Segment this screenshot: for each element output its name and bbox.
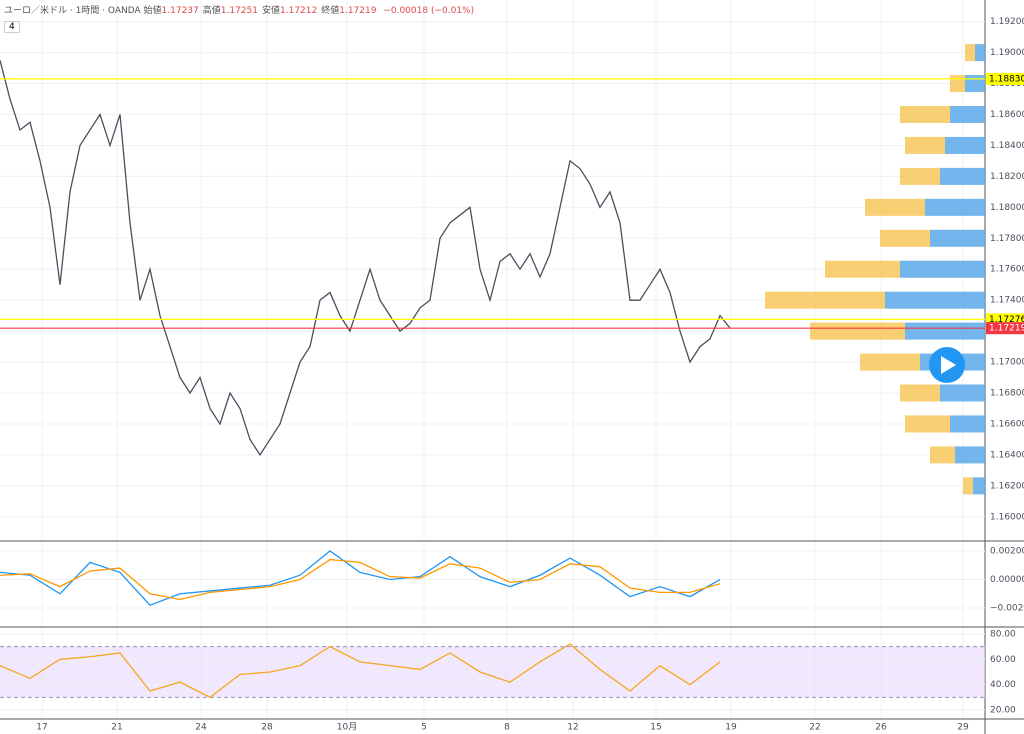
price-label: 1.17276 — [989, 315, 1024, 325]
header: ユーロ／米ドル · 1時間 · OANDA 始値1.17237 高値1.17251… — [4, 3, 478, 16]
volume-profile-down — [905, 136, 945, 154]
y-tick-label: 1.16400 — [990, 450, 1024, 460]
x-tick-label: 19 — [725, 723, 737, 733]
price-label-box — [986, 322, 1024, 335]
y-tick-label: 1.18400 — [990, 141, 1024, 151]
series-line — [0, 558, 721, 601]
volume-profile-down — [880, 229, 930, 247]
quote-value: 1.17212 — [280, 6, 318, 16]
y-tick-label: 40.00 — [990, 680, 1016, 690]
x-tick-label: 28 — [261, 723, 273, 733]
volume-profile-down — [860, 353, 920, 371]
volume-profile-up — [940, 384, 985, 402]
quote-label: 高値 — [202, 6, 221, 16]
y-tick-label: 1.17400 — [990, 296, 1024, 306]
x-tick-label: 21 — [111, 723, 122, 733]
indicator-toggle[interactable]: 4 — [4, 21, 20, 33]
y-tick-label: 0.00000 — [990, 575, 1024, 585]
y-tick-label: 1.16600 — [990, 419, 1024, 429]
y-tick-label: 1.17800 — [990, 234, 1024, 244]
volume-profile-up — [950, 105, 985, 123]
volume-profile-down — [865, 198, 925, 216]
x-tick-label: 17 — [36, 723, 47, 733]
volume-profile-up — [885, 291, 985, 309]
volume-profile-up — [955, 446, 985, 464]
x-tick-label: 12 — [567, 723, 578, 733]
volume-profile-down — [825, 260, 900, 278]
y-tick-label: 1.16800 — [990, 389, 1024, 399]
volume-profile-down — [900, 167, 940, 185]
x-tick-label: 15 — [650, 723, 661, 733]
series-line — [0, 643, 721, 699]
volume-profile-down — [950, 75, 965, 93]
y-tick-label: 1.19200 — [990, 17, 1024, 27]
y-tick-label: 1.18000 — [990, 203, 1024, 213]
volume-profile-up — [900, 260, 985, 278]
volume-profile-down — [963, 477, 973, 495]
y-tick-label: 20.00 — [990, 706, 1016, 716]
volume-profile-down — [905, 415, 950, 433]
quote-label: 終値 — [321, 6, 340, 16]
volume-profile-up — [973, 477, 985, 495]
quote-label: 安値 — [261, 6, 280, 16]
change: −0.00018 (−0.01%) — [383, 6, 475, 16]
volume-profile-up — [905, 322, 985, 340]
series-line — [0, 550, 721, 606]
y-tick-label: 1.16200 — [990, 481, 1024, 491]
price-label-box — [986, 72, 1024, 85]
quote-value: 1.17237 — [161, 6, 199, 16]
y-tick-label: 1.17000 — [990, 358, 1024, 368]
volume-profile-up — [975, 44, 985, 62]
quote-value: 1.17251 — [220, 6, 258, 16]
indicator-count: 4 — [9, 22, 15, 32]
volume-profile-up — [950, 415, 985, 433]
volume-profile-down — [900, 105, 950, 123]
x-tick-label: 22 — [809, 723, 820, 733]
x-tick-label: 10月 — [337, 722, 357, 733]
y-tick-label: −0.00200 — [990, 604, 1024, 614]
quote-value: 1.17219 — [339, 6, 377, 16]
x-tick-label: 8 — [504, 723, 510, 733]
play-icon — [941, 356, 956, 374]
symbol: ユーロ／米ドル · 1時間 · OANDA — [4, 6, 141, 16]
volume-profile-up — [925, 198, 985, 216]
volume-profile-down — [965, 44, 975, 62]
price-label: 1.17219 — [989, 324, 1024, 334]
y-tick-label: 1.18200 — [990, 172, 1024, 182]
volume-profile-down — [765, 291, 885, 309]
y-tick-label: 0.00200 — [990, 546, 1024, 556]
x-tick-label: 5 — [421, 723, 427, 733]
volume-profile-up — [930, 229, 985, 247]
volume-profile-up — [965, 75, 985, 93]
y-tick-label: 60.00 — [990, 655, 1016, 665]
x-tick-label: 29 — [957, 723, 969, 733]
series-line — [0, 60, 731, 457]
volume-profile-up — [940, 167, 985, 185]
volume-profile-down — [930, 446, 955, 464]
quote-label: 始値 — [143, 6, 162, 16]
price-label: 1.18830 — [989, 74, 1024, 84]
x-tick-label: 24 — [195, 723, 207, 733]
y-tick-label: 1.17600 — [990, 265, 1024, 275]
x-tick-label: 26 — [875, 723, 887, 733]
quotes: 始値1.17237 高値1.17251 安値1.17212 終値1.17219 — [144, 6, 381, 16]
y-tick-label: 1.18600 — [990, 110, 1024, 120]
volume-profile-up — [945, 136, 985, 154]
volume-profile-down — [810, 322, 905, 340]
rsi-band — [0, 646, 985, 698]
y-tick-label: 1.19000 — [990, 48, 1024, 58]
volume-profile-down — [900, 384, 940, 402]
y-tick-label: 80.00 — [990, 629, 1016, 639]
y-tick-label: 1.16000 — [990, 512, 1024, 522]
